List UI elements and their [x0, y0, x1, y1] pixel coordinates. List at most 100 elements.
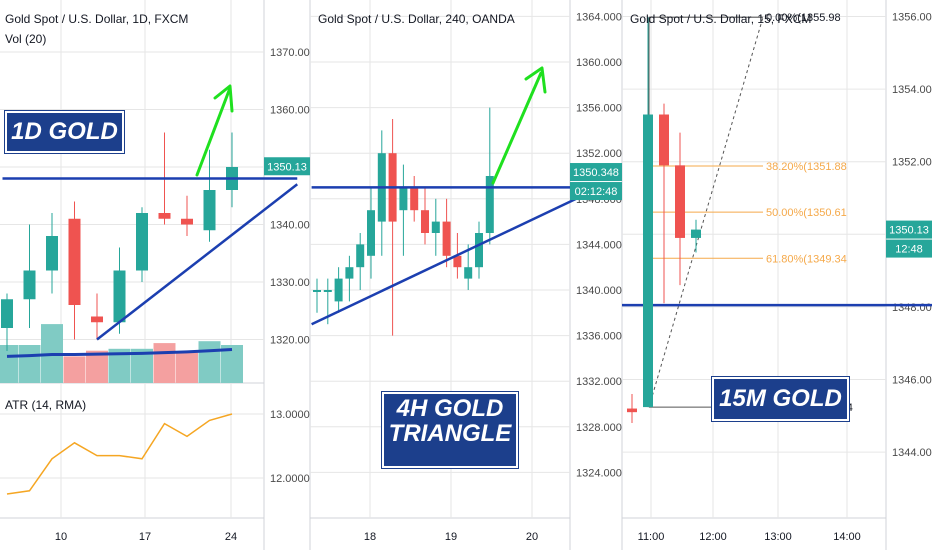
daily-y-tick-label: 1370.00	[270, 47, 310, 59]
fib-level-label: 38.20%(1351.88	[766, 161, 847, 173]
h4-candle-body	[485, 176, 494, 233]
h4-candle-body	[453, 255, 462, 268]
daily-candle-body	[136, 213, 148, 271]
daily-y-tick-label: 1360.00	[270, 105, 310, 117]
h4-y-tick-label: 1324.000	[576, 467, 622, 479]
daily-price-tag: 1350.13	[267, 161, 307, 173]
m15-timer-tag-bg	[886, 239, 932, 258]
daily-volume-bar	[0, 345, 18, 383]
daily-y-tick-label: 1340.00	[270, 220, 310, 232]
daily-breakout-arrow	[195, 86, 232, 177]
m15-candle-body	[659, 114, 669, 166]
h4-y-tick-label: 1336.000	[576, 331, 622, 343]
daily-candle-body	[46, 236, 58, 271]
h4-timer-tag: 02:12:48	[575, 186, 618, 198]
daily-candle-body	[68, 218, 81, 305]
h4-price-tag-bg	[570, 163, 622, 182]
h4-candle-body	[442, 221, 451, 256]
daily-y-tick-label: 1320.00	[270, 335, 310, 347]
m15-y-tick-label: 1344.00	[892, 447, 932, 459]
m15-candle-body	[627, 408, 637, 413]
daily-price-tag-bg	[264, 157, 310, 176]
daily-candle-body	[203, 190, 216, 231]
h4-y-tick-label: 1352.000	[576, 148, 622, 160]
m15-y-tick-label: 1352.00	[892, 157, 932, 169]
m15-gold-badge: 15M GOLD	[712, 377, 849, 421]
h4-candle-body	[323, 290, 332, 292]
h4-y-tick-label: 1340.000	[576, 285, 622, 297]
daily-candle-body	[113, 270, 126, 323]
daily-volume-ma-line	[6, 348, 233, 358]
m15-y-tick-label: 1346.00	[892, 375, 932, 387]
h4-candle-body	[475, 233, 483, 268]
daily-candle-body	[91, 316, 103, 323]
m15-y-tick-label: 1356.00	[892, 12, 932, 24]
m15-chart-title: Gold Spot / U.S. Dollar, 15, FXCM	[630, 12, 812, 26]
h4-x-tick-label: 18	[364, 531, 376, 543]
h4-badge-line-2: TRIANGLE	[388, 420, 512, 448]
m15-x-tick-label: 11:00	[638, 531, 665, 543]
daily-volume-bar	[221, 345, 243, 383]
h4-rising-support-line	[311, 197, 577, 326]
h4-y-tick-label: 1328.000	[576, 422, 622, 434]
daily-x-tick-label: 24	[225, 531, 237, 543]
atr-y-tick-label: 12.0000	[270, 473, 310, 485]
h4-candle-body	[345, 267, 354, 279]
daily-candle-body	[1, 299, 13, 328]
daily-y-tick-label: 1330.00	[270, 277, 310, 289]
fib-level-label: 0.00%(1355.98	[766, 12, 841, 24]
fib-level-label: 50.00%(1350.61	[766, 207, 847, 219]
daily-gold-badge: 1D GOLD	[5, 111, 124, 153]
daily-candle-body	[181, 218, 193, 225]
h4-candle-body	[356, 244, 365, 268]
h4-candle-body	[367, 210, 375, 256]
h4-y-tick-label: 1364.000	[576, 11, 622, 23]
m15-timer-tag: 12:48	[895, 244, 923, 256]
h4-candle-body	[464, 267, 473, 279]
h4-candle-body	[313, 290, 321, 292]
h4-x-tick-label: 19	[445, 531, 457, 543]
daily-volume-bar	[108, 348, 131, 383]
h4-candle-body	[421, 210, 429, 233]
daily-chart-title: Gold Spot / U.S. Dollar, 1D, FXCM	[5, 12, 189, 26]
h4-y-tick-label: 1344.000	[576, 239, 622, 251]
daily-volume-bar	[63, 356, 86, 383]
daily-x-tick-label: 10	[55, 531, 67, 543]
daily-volume-bar	[131, 348, 153, 383]
daily-candle-body	[158, 213, 171, 219]
h4-candle-body	[334, 278, 343, 302]
daily-candle-body	[23, 270, 36, 300]
daily-breakout-arrowhead	[213, 84, 234, 113]
h4-candle-body	[399, 187, 408, 211]
m15-candle-body	[643, 114, 653, 408]
atr-y-tick-label: 13.0000	[270, 409, 310, 421]
daily-volume-bar	[176, 352, 198, 383]
daily-volume-bar	[18, 345, 41, 383]
daily-x-tick-label: 17	[139, 531, 151, 543]
m15-candle-body	[675, 165, 685, 238]
daily-volume-bar	[86, 350, 108, 383]
h4-x-tick-label: 20	[526, 531, 538, 543]
h4-y-tick-label: 1356.000	[576, 103, 622, 115]
m15-x-tick-label: 13:00	[764, 531, 792, 543]
daily-volume-label: Vol (20)	[5, 32, 47, 46]
m15-price-tag: 1350.13	[889, 225, 929, 237]
h4-y-tick-label: 1360.000	[576, 57, 622, 69]
m15-x-tick-label: 12:00	[699, 531, 727, 543]
h4-badge-line-1: 4H GOLD	[396, 395, 504, 422]
h4-gold-triangle-badge: 4H GOLD TRIANGLE	[382, 392, 518, 468]
h4-timer-tag-bg	[570, 182, 622, 201]
h4-breakout-arrow	[491, 71, 543, 185]
atr-line	[6, 413, 233, 495]
h4-price-tag: 1350.348	[573, 167, 619, 179]
m15-y-tick-label: 1354.00	[892, 84, 932, 96]
h4-breakout-arrowhead	[524, 66, 547, 94]
fib-trend-dashed-line	[648, 17, 764, 408]
h4-candle-body	[431, 221, 440, 233]
m15-candle-body	[691, 229, 701, 238]
h4-chart-title: Gold Spot / U.S. Dollar, 240, OANDA	[318, 12, 515, 26]
h4-candle-body	[410, 187, 419, 211]
daily-atr-label: ATR (14, RMA)	[5, 398, 87, 412]
